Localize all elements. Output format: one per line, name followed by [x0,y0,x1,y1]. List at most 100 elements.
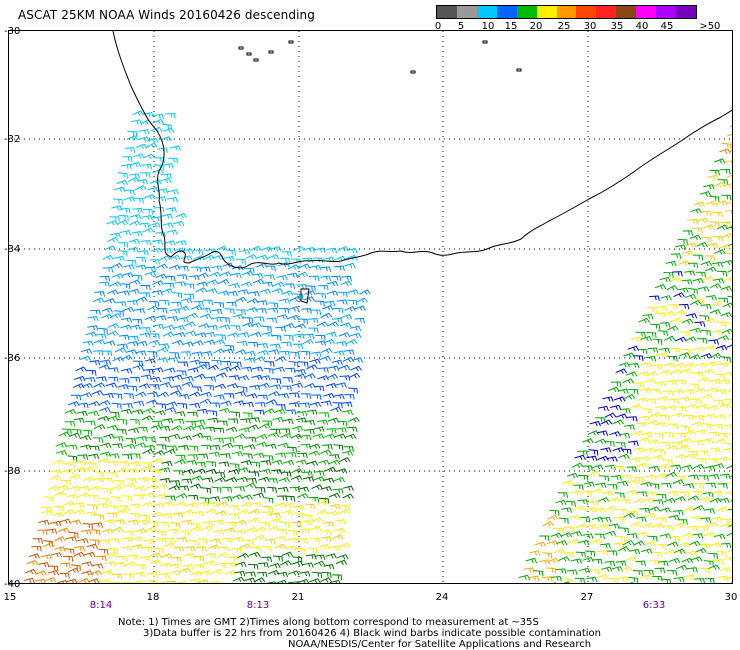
wind-barb [726,202,732,204]
wind-barb [539,535,550,541]
wind-barb [563,552,575,558]
wind-barb [726,532,732,537]
wind-barb [140,327,151,333]
wind-barb [237,289,249,295]
wind-barb [329,503,341,510]
wind-barb [63,509,75,515]
wind-barb [631,430,644,436]
wind-barb [162,222,174,228]
wind-barb [716,456,729,463]
wind-barb [248,508,261,515]
wind-barb [727,576,732,580]
wind-barb [223,527,236,533]
wind-barb [254,526,267,532]
wind-barb [312,257,324,263]
wind-barb [237,375,250,381]
wind-barb [100,497,111,505]
wind-barb [675,432,686,439]
wind-barb [670,368,683,375]
wind-barb [164,537,175,544]
wind-barb [683,574,695,581]
wind-barb [228,505,240,511]
wind-barb [297,492,309,499]
wind-barb [118,290,130,296]
wind-barb [79,434,92,441]
wind-barb [145,266,157,273]
wind-barb [164,406,177,413]
wind-barb [132,274,143,281]
wind-barb [150,469,162,475]
wind-barb [140,284,151,291]
wind-barb [322,477,335,483]
wind-barb [345,338,358,345]
wind-barb [657,395,670,402]
wind-barb [147,186,159,193]
wind-barb [290,433,303,440]
wind-barb [123,573,135,580]
wind-barb [150,511,163,517]
wind-barb [310,309,322,316]
footnote-line-2: 3)Data buffer is 22 hrs from 20160426 4)… [143,628,601,639]
wind-barb [706,521,719,528]
wind-barb [660,295,672,301]
wind-barb [278,393,290,399]
wind-barb [713,533,726,540]
wind-barb [207,410,218,417]
wind-barb [113,479,124,486]
wind-barb [546,539,559,546]
wind-barb [190,570,202,577]
wind-barb [79,355,92,362]
wind-barb [525,557,538,564]
wind-barb [668,557,681,564]
wind-barb [309,537,320,544]
wind-barb [313,385,325,392]
wind-barb [65,536,78,542]
wind-barb [56,579,68,583]
wind-barb [716,550,727,558]
wind-barb [597,549,609,556]
wind-barb [665,379,677,386]
wind-barb [663,335,676,342]
wind-barb [204,426,216,433]
wind-barb [307,317,319,324]
wind-barb [717,483,728,489]
wind-barb [313,476,325,482]
wind-barb [129,513,140,519]
wind-barb [166,445,178,452]
wind-barb [103,519,115,525]
wind-barb [654,449,666,455]
wind-barb [695,547,707,554]
wind-barb [224,570,236,576]
wind-barb [650,323,661,330]
wind-barb [273,366,285,373]
wind-barb [196,546,207,552]
wind-barb [237,386,248,393]
wind-barb [211,265,223,271]
wind-barb [689,354,701,360]
wind-barb [105,382,118,388]
wind-barb [117,343,129,349]
wind-barb [591,516,604,523]
wind-barb [606,550,618,556]
wind-barb [291,521,302,528]
wind-barb [61,468,74,475]
wind-barb [623,393,636,400]
wind-barb [698,450,709,457]
wind-barb [118,505,129,511]
wind-barb [250,331,262,338]
colorbar-label: 35 [610,21,624,32]
wind-barb [42,542,55,548]
wind-barb [297,578,310,583]
wind-barb [94,291,105,297]
wind-barb [111,402,122,410]
wind-barb [296,271,309,278]
colorbar-label: 15 [504,21,518,32]
wind-barb [187,454,199,460]
wind-barb [583,481,595,487]
wind-barb [659,507,672,513]
wind-barb [613,516,625,523]
wind-barb [264,274,275,280]
wind-barb [551,575,562,582]
wind-barb [265,443,277,450]
pass-time-label: 8:14 [89,600,113,611]
